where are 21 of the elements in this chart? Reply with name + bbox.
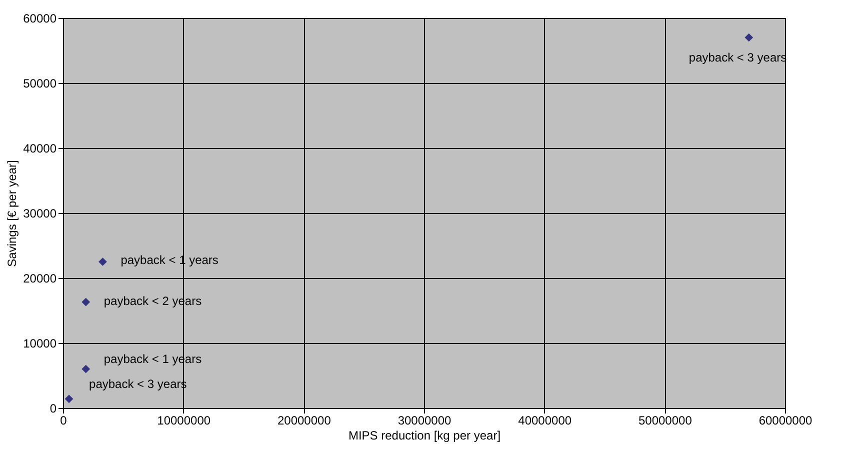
y-tick-label: 50000 [23,76,57,90]
y-tick-label: 40000 [23,142,57,156]
point [82,364,90,374]
x-tick-label: 60000000 [758,414,813,428]
y-tick-label: 10000 [23,336,57,350]
y-tick-label: 0 [50,402,57,416]
y-axis-title: Savings [€ per year] [5,160,20,267]
y-tick-label: 60000 [23,12,57,26]
x-tick-label: 30000000 [398,414,452,428]
x-tick-label: 50000000 [638,414,692,428]
point [744,33,754,42]
x-tick-label: 10000000 [157,414,211,428]
point [64,394,74,404]
x-tick-label: 20000000 [277,414,332,428]
point [98,258,107,266]
point [82,298,90,306]
x-tick-label: 40000000 [518,414,572,428]
x-tick-label: 0 [60,414,68,428]
x-axis-title: MIPS reduction [kg per year] [348,428,501,442]
y-tick-label: 30000 [23,206,57,220]
y-tick-label: 20000 [23,272,57,286]
